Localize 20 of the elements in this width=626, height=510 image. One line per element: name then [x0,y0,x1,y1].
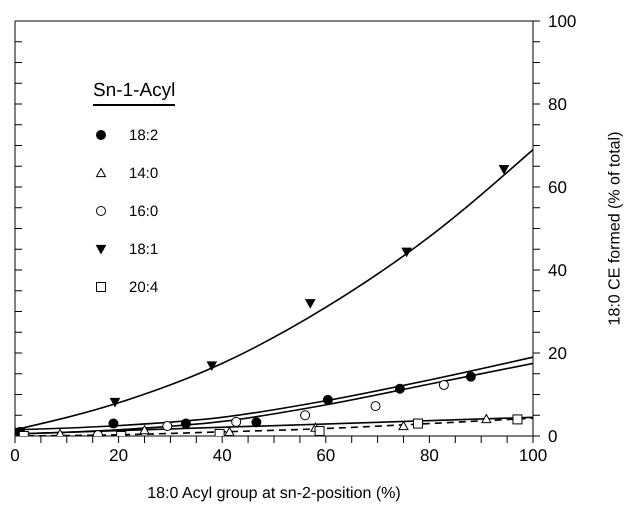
legend-label: 16:0 [129,202,158,220]
y-tick-label: 60 [548,178,567,198]
legend-label: 14:0 [129,164,158,182]
y-tick-label: 0 [548,427,558,446]
x-tick-label: 20 [109,446,128,466]
x-tick-label: 0 [10,446,20,466]
y-tick-label: 20 [548,344,567,364]
legend-title: Sn-1-Acyl [93,80,176,106]
x-tick-label: 60 [316,446,336,466]
y-tick-label: 40 [548,261,567,280]
y-tick-label: 80 [548,95,567,114]
legend-label: 18:1 [129,240,158,258]
x-axis-title: 18:0 Acyl group at sn-2-position (%) [147,485,401,502]
y-tick-label: 100 [548,12,576,32]
legend-label: 18:2 [129,126,158,144]
x-tick-label: 40 [212,446,232,466]
x-tick-label: 100 [518,446,548,466]
y-axis-title: 18:0 CE formed (% of total) [606,132,624,326]
x-tick-label: 80 [420,446,439,466]
legend-label: 20:4 [129,278,158,296]
